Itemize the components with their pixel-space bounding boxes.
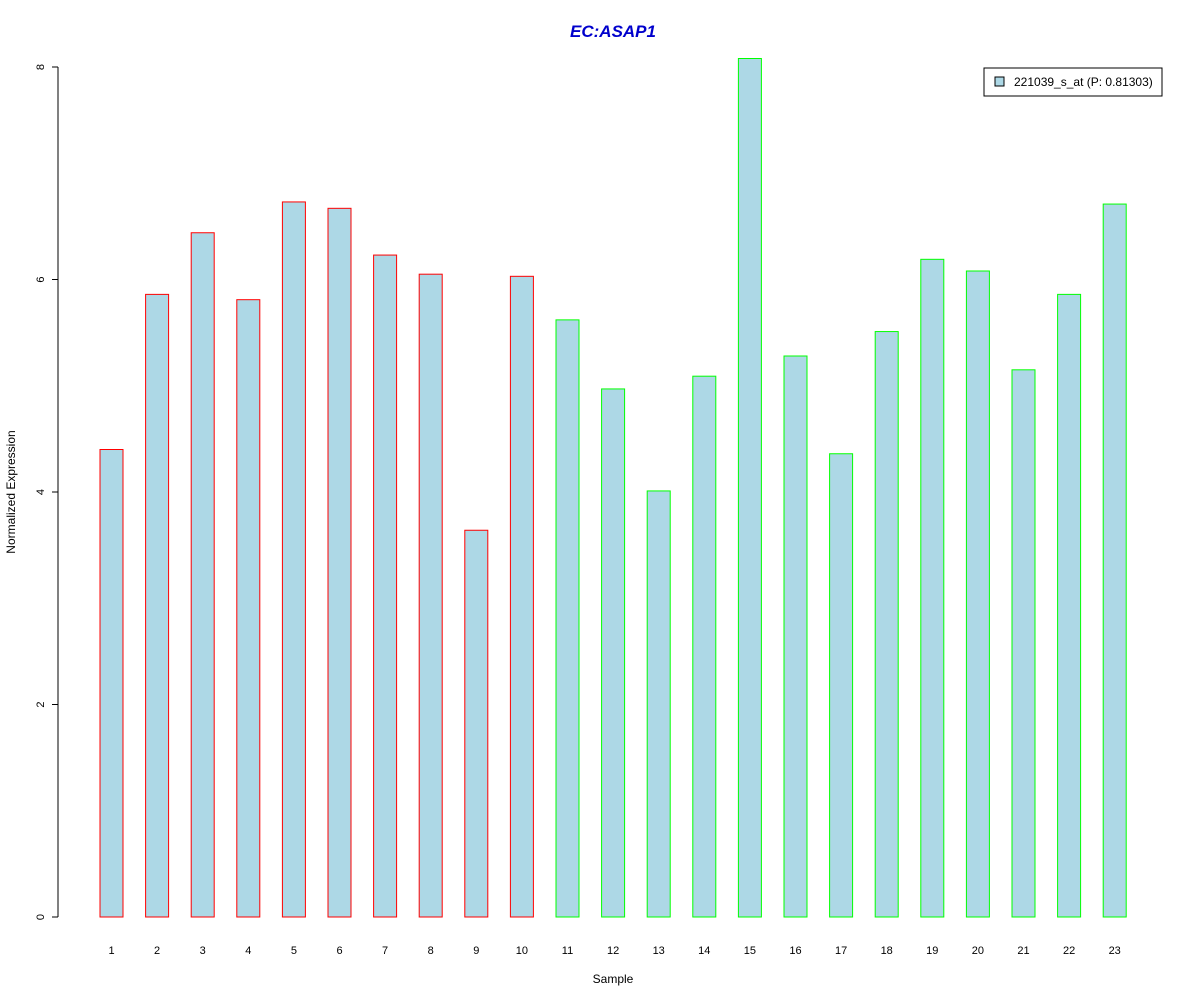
x-tick-label: 23 — [1109, 945, 1121, 957]
legend: 221039_s_at (P: 0.81303) — [983, 67, 1163, 97]
bar-sample-13 — [646, 490, 671, 918]
bar-sample-5 — [281, 201, 306, 918]
x-tick-label: 22 — [1063, 945, 1075, 957]
legend-entry: 221039_s_at (P: 0.81303) — [1014, 75, 1153, 89]
x-tick-label: 7 — [382, 945, 388, 957]
bar-sample-16 — [783, 355, 808, 918]
bar-sample-21 — [1011, 369, 1036, 918]
x-tick-label: 6 — [336, 945, 342, 957]
x-tick-label: 3 — [200, 945, 206, 957]
bar-sample-20 — [965, 270, 990, 918]
x-tick-label: 20 — [972, 945, 984, 957]
x-tick-label: 4 — [245, 945, 251, 957]
y-tick-label: 4 — [35, 489, 47, 495]
bar-sample-8 — [418, 273, 443, 918]
bar-sample-7 — [373, 254, 398, 918]
bar-sample-19 — [920, 258, 945, 918]
bar-sample-15 — [737, 58, 762, 918]
bar-sample-2 — [145, 293, 170, 918]
y-tick-label: 8 — [35, 64, 47, 70]
bar-sample-6 — [327, 207, 352, 918]
legend-swatch — [994, 76, 1005, 87]
bar-sample-11 — [555, 319, 580, 918]
bar-sample-1 — [99, 449, 124, 918]
x-tick-label: 8 — [428, 945, 434, 957]
legend-box — [983, 67, 1163, 97]
x-tick-label: 2 — [154, 945, 160, 957]
x-tick-label: 19 — [926, 945, 938, 957]
x-tick-label: 14 — [698, 945, 710, 957]
y-tick-label: 0 — [35, 914, 47, 920]
y-tick-label: 2 — [35, 701, 47, 707]
bar-sample-14 — [692, 375, 717, 918]
bar-sample-17 — [829, 453, 854, 918]
x-tick-label: 21 — [1017, 945, 1029, 957]
x-tick-label: 12 — [607, 945, 619, 957]
bars — [99, 58, 1127, 918]
x-tick-label: 18 — [881, 945, 893, 957]
bar-sample-4 — [236, 299, 261, 918]
x-tick-label: 15 — [744, 945, 756, 957]
bar-sample-12 — [601, 388, 626, 918]
bar-sample-23 — [1102, 203, 1127, 918]
bar-sample-10 — [509, 275, 534, 918]
x-tick-label: 11 — [562, 945, 573, 957]
bar-sample-9 — [464, 529, 489, 918]
y-tick-label: 6 — [35, 276, 47, 282]
x-axis-label: Sample — [593, 972, 634, 986]
y-axis: 0 2 4 6 8 — [35, 64, 59, 920]
chart-title: EC:ASAP1 — [570, 22, 656, 41]
bar-sample-22 — [1057, 293, 1082, 918]
bar-sample-18 — [874, 331, 899, 918]
x-tick-label: 17 — [835, 945, 847, 957]
x-tick-label: 16 — [789, 945, 801, 957]
x-axis-ticks: 1 2 3 4 5 6 7 8 9 10 11 12 13 14 15 16 17 18 19 20 21 22 23 — [108, 945, 1120, 957]
bar-sample-3 — [190, 232, 215, 918]
x-tick-label: 9 — [473, 945, 479, 957]
x-tick-label: 1 — [108, 945, 114, 957]
x-tick-label: 13 — [653, 945, 665, 957]
x-tick-label: 10 — [516, 945, 528, 957]
x-tick-label: 5 — [291, 945, 297, 957]
y-axis-label: Normalized Expression — [4, 430, 18, 553]
